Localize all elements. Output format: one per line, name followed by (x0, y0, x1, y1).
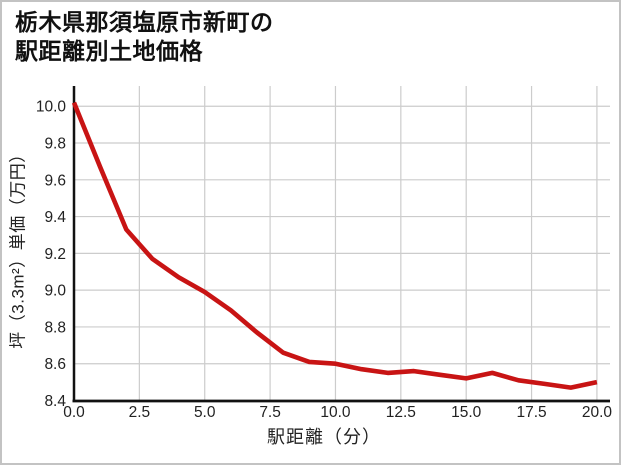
axis-spines (72, 86, 610, 403)
chart-title-line1: 栃木県那須塩原市新町の (15, 9, 274, 35)
y-tick-label: 9.6 (44, 172, 66, 189)
chart-title: 栃木県那須塩原市新町の 駅距離別土地価格 (15, 8, 274, 66)
price-line-series (71, 101, 598, 390)
y-axis-label: 坪（3.3m²）単価（万円） (8, 145, 28, 349)
y-tick-label: 8.8 (44, 319, 66, 336)
chart-title-line2: 駅距離別土地価格 (15, 38, 203, 64)
y-tick-label: 10.0 (36, 99, 67, 116)
x-tick-label: 2.5 (129, 404, 151, 421)
y-tick-label: 9.2 (44, 246, 66, 263)
x-tick-label: 10.0 (320, 404, 351, 421)
y-tick-labels: 8.4 8.6 8.8 9.0 9.2 9.4 9.6 9.8 10.0 (36, 99, 67, 410)
y-tick-label: 9.0 (44, 283, 66, 300)
x-tick-label: 0.0 (63, 404, 85, 421)
y-tick-label: 8.4 (44, 393, 66, 410)
x-tick-label: 5.0 (194, 404, 216, 421)
y-tick-label: 9.4 (44, 209, 66, 226)
x-tick-label: 7.5 (259, 404, 281, 421)
vertical-gridlines (73, 86, 598, 401)
x-tick-label: 15.0 (451, 404, 482, 421)
horizontal-gridlines (74, 105, 610, 402)
x-tick-labels: 0.0 2.5 5.0 7.5 10.0 12.5 15.0 17.5 20.0 (63, 404, 612, 421)
x-tick-label: 12.5 (386, 404, 416, 421)
y-tick-label: 8.6 (44, 356, 66, 373)
x-axis-label: 駅距離（分） (267, 427, 381, 447)
x-tick-label: 20.0 (582, 404, 613, 421)
y-tick-label: 9.8 (44, 136, 66, 153)
x-tick-label: 17.5 (516, 404, 546, 421)
